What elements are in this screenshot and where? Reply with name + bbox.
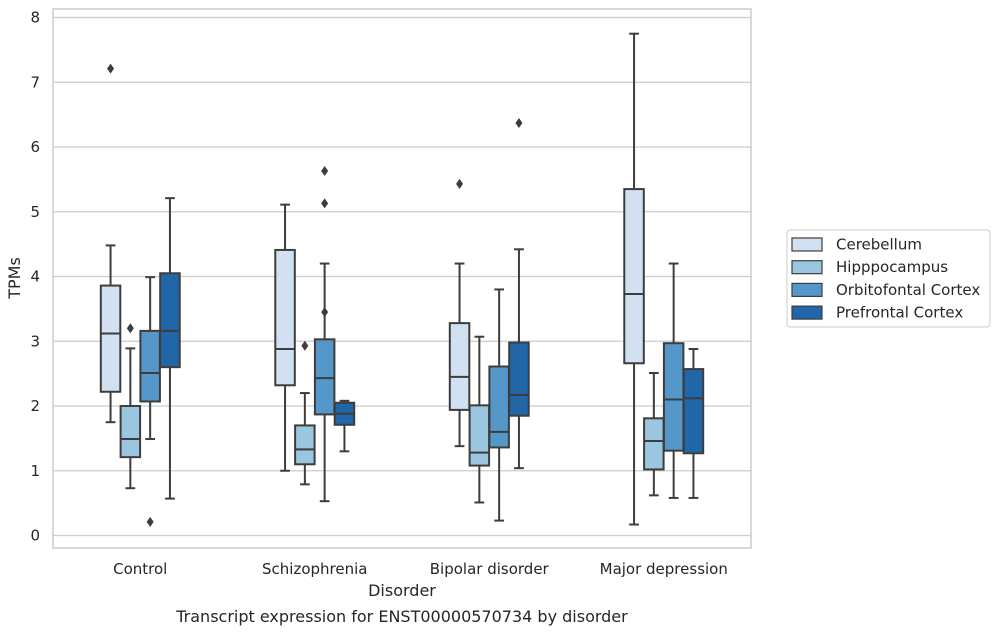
outlier-1 bbox=[321, 198, 329, 209]
box-3-0 bbox=[159, 197, 181, 500]
legend-swatch-2 bbox=[791, 282, 823, 297]
legend-swatch-3 bbox=[791, 305, 823, 320]
box-3-1 bbox=[333, 399, 356, 453]
legend-swatch-1 bbox=[791, 260, 823, 275]
box-3-2 bbox=[508, 118, 530, 470]
outlier-0 bbox=[107, 63, 115, 74]
x-tick-label-1: Schizophrenia bbox=[262, 560, 367, 578]
series-0 bbox=[99, 32, 645, 526]
outlier-0 bbox=[126, 323, 134, 334]
box-2-3 bbox=[662, 262, 685, 499]
legend-label-3: Prefrontal Cortex bbox=[836, 304, 963, 322]
y-tick-label-8: 8 bbox=[30, 9, 40, 27]
outlier-0 bbox=[301, 340, 309, 351]
chart-caption: Transcript expression for ENST0000057073… bbox=[175, 607, 628, 626]
y-tick-label-7: 7 bbox=[30, 73, 40, 91]
box-body bbox=[274, 248, 296, 387]
box-body bbox=[313, 338, 336, 416]
y-tick-label-2: 2 bbox=[30, 397, 40, 415]
box-body bbox=[662, 342, 685, 452]
outlier-0 bbox=[146, 516, 154, 527]
box-3-3 bbox=[682, 348, 705, 499]
box-body bbox=[119, 405, 142, 459]
box-1-0 bbox=[119, 323, 142, 490]
y-tick-label-5: 5 bbox=[30, 203, 40, 221]
box-0-0 bbox=[99, 63, 122, 424]
box-0-1 bbox=[274, 203, 296, 472]
plot-frame bbox=[52, 8, 752, 549]
legend-label-2: Orbitofontal Cortex bbox=[836, 281, 980, 299]
y-tick-label-0: 0 bbox=[30, 527, 40, 545]
outlier-0 bbox=[515, 118, 523, 129]
x-axis-ticks: Control Schizophrenia Bipolar disorder Majo… bbox=[113, 560, 728, 578]
box-body bbox=[448, 322, 471, 411]
x-tick-label-2: Bipolar disorder bbox=[430, 560, 550, 578]
legend-label-0: Cerebellum bbox=[836, 236, 922, 254]
y-tick-label-3: 3 bbox=[30, 332, 40, 350]
y-axis-title: TPMs bbox=[5, 257, 24, 300]
legend-swatch-0 bbox=[791, 237, 823, 252]
box-body bbox=[294, 424, 316, 466]
box-2-1 bbox=[313, 165, 336, 503]
y-tick-label-6: 6 bbox=[30, 138, 40, 156]
box-1-1 bbox=[294, 340, 316, 486]
box-body bbox=[682, 368, 705, 455]
box-body bbox=[508, 341, 530, 417]
box-2-0 bbox=[139, 276, 161, 527]
box-0-2 bbox=[448, 178, 471, 448]
legend: Cerebellum Hipppocampus Orbitofontal Corte… bbox=[786, 229, 991, 328]
box-body bbox=[643, 417, 665, 471]
box-body bbox=[468, 404, 491, 467]
box-body bbox=[623, 188, 645, 365]
x-axis-title: Disorder bbox=[368, 581, 436, 600]
outlier-0 bbox=[456, 178, 464, 189]
box-body bbox=[488, 365, 510, 449]
box-series bbox=[99, 32, 705, 527]
legend-frame bbox=[786, 229, 991, 328]
box-2-2 bbox=[488, 288, 510, 522]
outlier-2 bbox=[321, 165, 329, 176]
box-1-3 bbox=[643, 371, 665, 497]
series-3 bbox=[159, 118, 705, 500]
outlier-0 bbox=[321, 307, 329, 318]
y-tick-label-1: 1 bbox=[30, 462, 40, 480]
x-tick-label-0: Control bbox=[113, 560, 167, 578]
box-body bbox=[139, 329, 161, 403]
series-2 bbox=[139, 165, 685, 527]
series-1 bbox=[119, 323, 665, 504]
box-body bbox=[159, 272, 181, 369]
box-body bbox=[99, 284, 122, 393]
box-1-2 bbox=[468, 335, 491, 504]
legend-label-1: Hipppocampus bbox=[836, 258, 948, 276]
x-tick-label-3: Major depression bbox=[600, 560, 728, 578]
box-0-3 bbox=[623, 32, 645, 526]
y-tick-label-4: 4 bbox=[30, 268, 40, 286]
y-axis-ticks: 0 1 2 3 4 5 6 7 8 bbox=[30, 9, 40, 545]
